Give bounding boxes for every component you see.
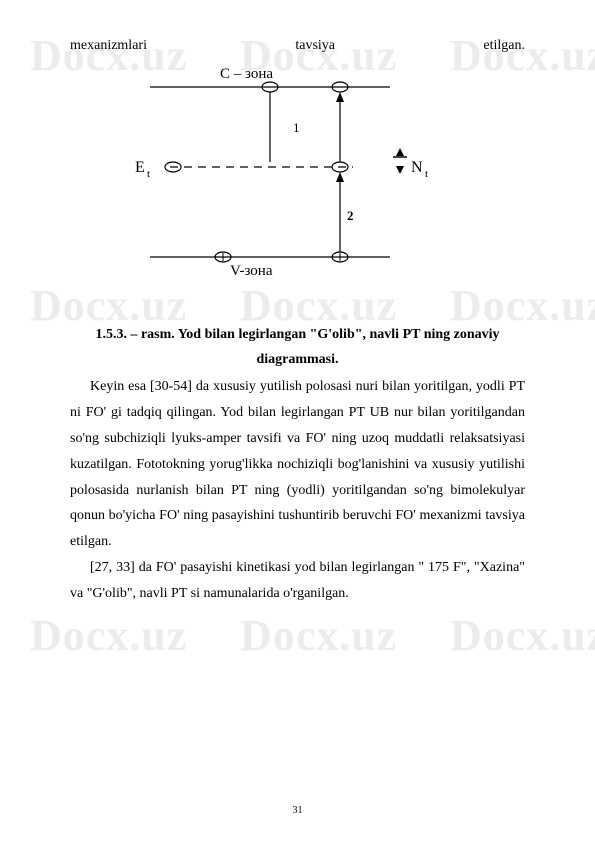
zone-diagram: С – зона V-зона E t N t xyxy=(115,62,460,287)
figure-caption: 1.5.3. – rasm. Yod bilan legirlangan "G'… xyxy=(70,322,525,372)
paragraph-1: Keyin esa [30-54] da xususiy yutilish po… xyxy=(70,374,525,555)
caption-line-2: diagrammasi. xyxy=(70,347,525,372)
top-line-mid: tavsiya xyxy=(295,38,335,54)
nt-label: N xyxy=(411,159,423,176)
caption-line-1: 1.5.3. – rasm. Yod bilan legirlangan "G'… xyxy=(70,322,525,347)
top-line-left: mexanizmlari xyxy=(70,38,147,54)
paragraph-2: [27, 33] da FO' pasayishi kinetikasi yod… xyxy=(70,555,525,607)
arrow-2-label: 2 xyxy=(347,208,354,223)
c-zone-label: С – зона xyxy=(220,66,273,82)
arrow-1-label: 1 xyxy=(293,120,300,135)
nt-sub: t xyxy=(425,168,428,180)
body-text: Keyin esa [30-54] da xususiy yutilish po… xyxy=(70,374,525,607)
continued-text-line: mexanizmlari tavsiya etilgan. xyxy=(70,38,525,54)
et-sub: t xyxy=(147,168,150,180)
v-zone-label: V-зона xyxy=(230,263,273,279)
watermark: Docx.uz xyxy=(450,610,595,661)
watermark: Docx.uz xyxy=(240,610,397,661)
top-line-right: etilgan. xyxy=(483,38,525,54)
watermark: Docx.uz xyxy=(30,610,187,661)
page-number: 31 xyxy=(0,805,595,816)
et-label: E xyxy=(135,159,145,176)
